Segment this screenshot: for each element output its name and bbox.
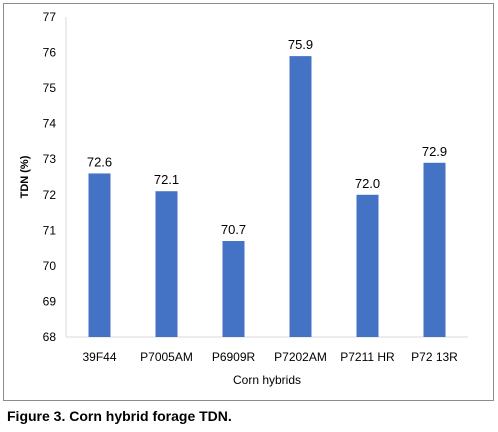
y-tick-label: 74	[43, 117, 57, 131]
bar-39F44	[88, 173, 111, 337]
y-tick-label: 71	[43, 223, 57, 237]
figure-caption: Figure 3. Corn hybrid forage TDN.	[7, 408, 232, 424]
data-label: 75.9	[288, 37, 313, 52]
data-label: 72.9	[422, 144, 447, 159]
bar-P7005AM	[155, 191, 178, 337]
y-tick-label: 77	[43, 10, 57, 24]
data-label: 72.6	[87, 154, 112, 169]
data-label: 70.7	[221, 222, 246, 237]
y-tick-label: 73	[43, 152, 57, 166]
y-tick-label: 72	[43, 188, 57, 202]
x-axis-title: Corn hybrids	[233, 373, 301, 387]
bar-P7213R	[423, 162, 446, 337]
y-tick-label: 70	[43, 259, 57, 273]
x-tick-label: P7211 HR	[340, 350, 395, 364]
y-tick-label: 75	[43, 81, 57, 95]
y-axis-title: TDN (%)	[19, 155, 31, 198]
y-tick-label: 68	[43, 330, 57, 344]
y-tick-label: 76	[43, 46, 57, 60]
x-tick-label: P7005AM	[140, 350, 193, 364]
y-tick-label: 69	[43, 294, 57, 308]
bar-chart: 68 69 70 71 72 73 74 75 76 77 72.6 39F44 72.1 P7005AM…	[19, 10, 468, 387]
x-tick-label: P7202AM	[274, 350, 327, 364]
bar-P7211HR	[356, 194, 379, 337]
chart-frame	[3, 3, 494, 401]
bar-P6909R	[222, 241, 245, 337]
bar-P7202AM	[289, 56, 312, 337]
data-label: 72.1	[154, 172, 179, 187]
x-tick-label: P72 13R	[411, 350, 458, 364]
x-tick-label: P6909R	[212, 350, 256, 364]
data-label: 72.0	[355, 176, 380, 191]
x-tick-label: 39F44	[82, 350, 116, 364]
